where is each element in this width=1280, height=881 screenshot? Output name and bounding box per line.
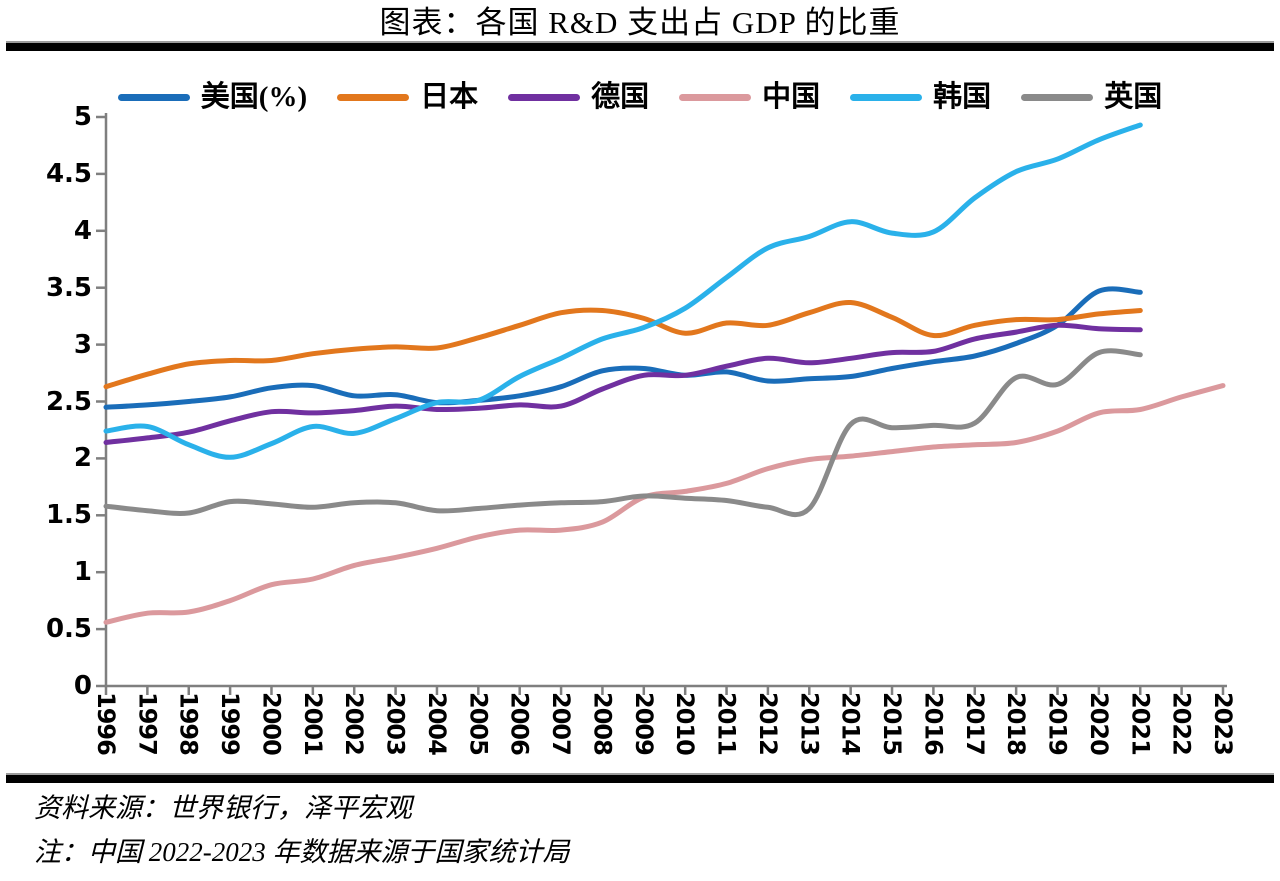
page-title: 图表：各国 R&D 支出占 GDP 的比重	[379, 5, 901, 40]
x-axis-tick-label: 2010	[671, 692, 700, 755]
y-axis-tick-label: 4	[73, 215, 92, 246]
x-axis-tick-label: 1999	[216, 692, 245, 755]
x-axis-tick-label: 2014	[836, 692, 865, 755]
x-axis-tick-label: 2008	[588, 692, 617, 755]
x-axis-tick-label: 2012	[753, 692, 782, 755]
series-line-us	[103, 286, 1143, 410]
data-note: 注：中国 2022-2023 年数据来源于国家统计局	[34, 837, 570, 867]
x-axis-tick-label: 2004	[422, 692, 451, 755]
x-axis-tick-label: 2013	[795, 692, 824, 755]
top-divider-bar	[6, 41, 1274, 51]
y-axis-tick-label: 1	[73, 557, 92, 588]
x-axis-tick-label: 2015	[878, 692, 907, 755]
x-axis-tick-label: 2022	[1167, 692, 1196, 755]
x-axis-tick-label: 1996	[92, 692, 120, 755]
legend-item-japan: 日本	[337, 80, 479, 113]
japan-line-swatch	[337, 93, 410, 101]
korea-line-swatch	[850, 93, 923, 101]
x-axis-tick-label: 2016	[919, 692, 948, 755]
x-axis-tick-label: 2001	[298, 692, 327, 755]
germany-line-swatch	[508, 93, 581, 101]
us-line-swatch	[117, 93, 190, 101]
uk-line-swatch	[1021, 93, 1094, 101]
x-axis-tick-label: 2019	[1043, 692, 1072, 755]
series-line-uk	[103, 348, 1143, 518]
y-axis-tick-label: 5	[73, 102, 92, 132]
x-axis-tick-label: 2005	[464, 692, 493, 755]
x-axis-tick-label: 1998	[174, 692, 203, 755]
x-axis-tick-label: 2002	[340, 692, 369, 755]
legend-item-germany: 德国	[508, 80, 650, 113]
chart-legend: 美国(%) 日本 德国 中国 韩国 英国	[0, 76, 1280, 118]
x-axis-tick-label: 1997	[133, 692, 162, 755]
x-axis-tick-label: 2007	[547, 692, 576, 755]
legend-item-china: 中国	[679, 80, 821, 113]
x-axis-tick-label: 2023	[1208, 692, 1237, 755]
legend-label-us: 美国(%)	[200, 80, 308, 113]
y-axis-tick-label: 2	[73, 443, 92, 474]
y-axis-tick-label: 0	[73, 671, 92, 701]
x-axis-tick-label: 2009	[629, 692, 658, 755]
series-line-korea	[103, 122, 1143, 460]
x-axis-tick-label: 2017	[960, 692, 989, 755]
series-line-germany	[103, 322, 1143, 445]
y-axis-tick-label: 1.5	[45, 500, 92, 531]
legend-label-germany: 德国	[591, 80, 650, 113]
legend-label-japan: 日本	[420, 80, 479, 113]
legend-item-us: 美国(%)	[117, 80, 308, 113]
x-axis-tick-label: 2018	[1002, 692, 1031, 755]
source-note: 资料来源：世界银行，泽平宏观	[34, 793, 412, 823]
y-axis-tick-label: 2.5	[45, 386, 92, 417]
x-axis-tick-label: 2003	[381, 692, 410, 755]
y-axis-tick-label: 4.5	[45, 158, 92, 189]
x-axis-tick-label: 2011	[712, 692, 741, 755]
series-line-china	[103, 383, 1226, 625]
x-axis-tick-label: 2020	[1084, 692, 1113, 755]
legend-label-korea: 韩国	[933, 80, 992, 113]
bottom-divider-bar	[6, 773, 1274, 783]
legend-label-uk: 英国	[1104, 80, 1163, 113]
legend-label-china: 中国	[762, 80, 821, 113]
x-axis-tick-label: 2006	[505, 692, 534, 755]
y-axis-tick-label: 0.5	[45, 614, 92, 645]
y-axis-tick-label: 3.5	[45, 272, 92, 303]
china-line-swatch	[679, 93, 752, 101]
y-axis-tick-label: 3	[73, 329, 92, 360]
legend-item-korea: 韩国	[850, 80, 992, 113]
x-axis-tick-label: 2000	[257, 692, 286, 755]
series-line-japan	[103, 299, 1143, 390]
x-axis-tick-label: 2021	[1126, 692, 1155, 755]
legend-item-uk: 英国	[1021, 80, 1163, 113]
